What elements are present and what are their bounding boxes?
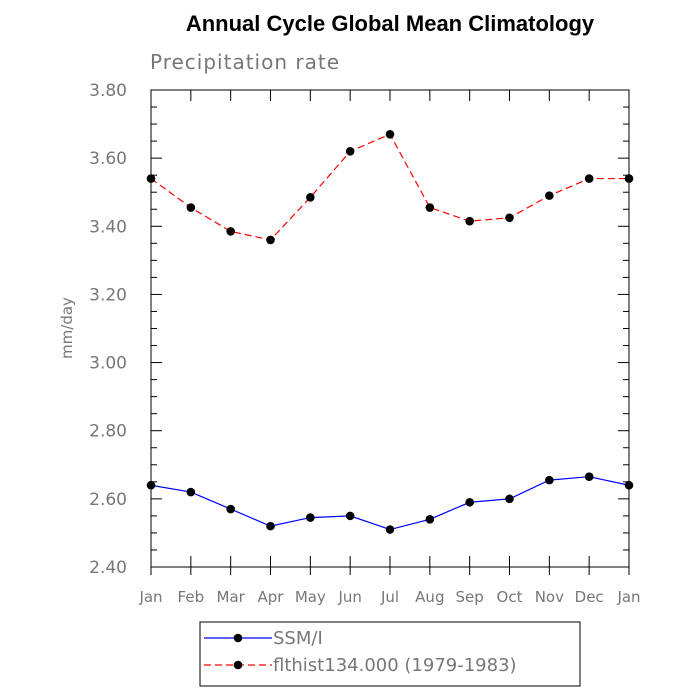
data-point — [266, 521, 275, 531]
legend-marker — [233, 633, 243, 643]
x-tick-label: May — [295, 588, 326, 606]
chart-subtitle: Precipitation rate — [150, 50, 340, 74]
series-group — [146, 129, 634, 534]
data-point — [306, 193, 315, 202]
x-tick-label: Jan — [616, 588, 640, 606]
plot-frame — [150, 89, 630, 568]
data-point — [425, 203, 435, 212]
data-point — [345, 147, 355, 156]
data-point — [584, 472, 594, 482]
data-point — [624, 174, 634, 183]
x-tick-label: Jun — [337, 588, 361, 606]
data-point — [545, 475, 554, 485]
series-line — [150, 133, 629, 241]
data-point — [465, 216, 474, 226]
x-tick-label: Feb — [178, 588, 205, 606]
x-tick-label: Mar — [217, 588, 246, 606]
data-point — [226, 504, 235, 514]
y-tick-label: 2.80 — [89, 422, 127, 442]
x-tick-label: Jan — [138, 588, 162, 606]
y-tick-label: 2.40 — [89, 558, 127, 578]
x-tick-label: Apr — [258, 588, 285, 606]
data-point — [186, 487, 196, 497]
data-point — [146, 480, 156, 490]
axis-ticks: 2.40 2.60 2.80 3.00 3.20 3.40 3.60 3.80 Jan Feb Ma… — [89, 81, 640, 606]
data-point — [505, 213, 514, 223]
data-point — [505, 494, 514, 504]
data-point — [146, 174, 156, 183]
x-tick-label: Sep — [456, 588, 484, 606]
data-point — [226, 227, 235, 236]
y-axis-label: mm/day — [58, 297, 76, 359]
data-point — [186, 203, 196, 212]
legend: SSM/I flthist134.000 (1979-1983) — [199, 621, 581, 687]
data-point — [345, 511, 355, 521]
data-point — [385, 525, 395, 534]
legend-marker — [233, 660, 243, 670]
x-tick-label: Oct — [497, 588, 523, 606]
data-point — [465, 497, 474, 507]
y-tick-label: 2.60 — [89, 490, 127, 510]
data-point — [624, 480, 634, 490]
y-tick-label: 3.20 — [89, 285, 127, 305]
legend-label: flthist134.000 (1979-1983) — [273, 655, 517, 676]
legend-box — [199, 621, 581, 687]
data-point — [584, 174, 594, 183]
y-tick-label: 3.60 — [89, 149, 127, 169]
y-tick-label: 3.80 — [89, 81, 127, 101]
data-point — [545, 191, 554, 200]
x-tick-label: Aug — [415, 588, 444, 606]
x-tick-label: Dec — [575, 588, 604, 606]
y-tick-label: 3.00 — [89, 354, 127, 374]
data-point — [306, 513, 315, 522]
x-tick-label: Nov — [535, 588, 564, 606]
legend-label: SSM/I — [273, 628, 323, 649]
series-line — [150, 476, 630, 531]
data-point — [266, 235, 275, 245]
data-point — [425, 515, 435, 524]
chart-title: Annual Cycle Global Mean Climatology — [186, 11, 595, 36]
y-tick-label: 3.40 — [89, 217, 127, 237]
x-tick-label: Jul — [380, 588, 399, 606]
data-point — [385, 129, 395, 139]
